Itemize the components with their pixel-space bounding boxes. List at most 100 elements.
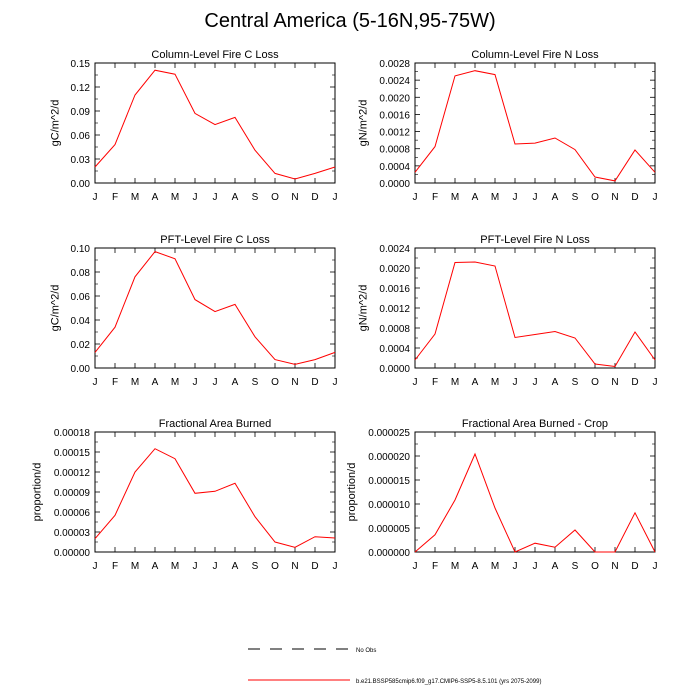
- x-tick-label: A: [232, 192, 239, 203]
- x-tick-label: S: [572, 192, 579, 203]
- y-tick-label: 0.03: [71, 155, 91, 166]
- y-tick-label: 0.00018: [54, 428, 91, 439]
- y-tick-label: 0.0028: [379, 59, 410, 70]
- x-tick-label: S: [252, 192, 259, 203]
- plot-frame: [94, 247, 336, 369]
- y-tick-label: 0.0004: [379, 162, 410, 173]
- y-tick-label: 0.0004: [379, 344, 410, 355]
- x-tick-label: J: [333, 377, 338, 388]
- y-tick-label: 0.15: [71, 59, 91, 70]
- x-tick-label: J: [513, 561, 518, 572]
- panel-title: Fractional Area Burned: [159, 418, 272, 430]
- x-tick-label: S: [252, 561, 259, 572]
- x-tick-label: A: [552, 192, 559, 203]
- panel-title: Column-Level Fire C Loss: [151, 49, 279, 61]
- plot-frame: [414, 62, 656, 184]
- x-tick-label: D: [631, 192, 638, 203]
- x-tick-label: M: [491, 561, 499, 572]
- y-tick-label: 0.0020: [379, 93, 410, 104]
- x-tick-label: O: [591, 561, 599, 572]
- x-tick-label: M: [171, 377, 179, 388]
- y-tick-label: 0.0012: [379, 304, 410, 315]
- x-tick-label: J: [333, 561, 338, 572]
- y-tick-label: 0.000025: [368, 428, 410, 439]
- legend-label-model: b.e21.BSSP585cmip6.f09_g17.CMIP6-SSP5-8.…: [356, 679, 541, 685]
- x-tick-label: J: [93, 192, 98, 203]
- x-tick-label: D: [631, 377, 638, 388]
- x-tick-label: J: [93, 561, 98, 572]
- x-tick-label: N: [291, 377, 298, 388]
- x-tick-label: M: [131, 377, 139, 388]
- panel-title: Fractional Area Burned - Crop: [462, 418, 608, 430]
- x-tick-label: N: [611, 561, 618, 572]
- x-tick-label: J: [413, 561, 418, 572]
- x-tick-label: O: [591, 192, 599, 203]
- x-tick-label: D: [311, 377, 318, 388]
- y-tick-label: 0.00015: [54, 448, 91, 459]
- y-tick-label: 0.0000: [379, 364, 410, 375]
- x-tick-label: A: [152, 192, 159, 203]
- x-tick-label: O: [271, 561, 279, 572]
- legend-label-no-obs: No Obs: [356, 648, 376, 654]
- x-tick-label: O: [271, 192, 279, 203]
- y-tick-label: 0.00009: [54, 488, 91, 499]
- y-tick-label: 0.0020: [379, 264, 410, 275]
- x-tick-label: J: [653, 377, 658, 388]
- x-tick-label: D: [631, 561, 638, 572]
- x-tick-label: A: [152, 377, 159, 388]
- y-tick-label: 0.00000: [54, 548, 91, 559]
- plot-frame: [414, 247, 656, 369]
- x-tick-label: J: [213, 561, 218, 572]
- x-tick-label: J: [193, 561, 198, 572]
- y-tick-label: 0.00006: [54, 508, 91, 519]
- plot-frame: [414, 431, 656, 553]
- x-tick-label: M: [451, 377, 459, 388]
- x-tick-label: D: [311, 561, 318, 572]
- x-tick-label: J: [213, 377, 218, 388]
- x-tick-label: M: [131, 561, 139, 572]
- x-tick-label: A: [232, 377, 239, 388]
- series-line: [414, 452, 656, 553]
- x-tick-label: N: [291, 192, 298, 203]
- y-axis-label: gC/m^2/d: [49, 100, 61, 147]
- y-tick-label: 0.000010: [368, 500, 410, 511]
- x-tick-label: J: [533, 377, 538, 388]
- x-tick-label: A: [152, 561, 159, 572]
- y-tick-label: 0.06: [71, 131, 91, 142]
- x-tick-label: F: [112, 561, 118, 572]
- y-tick-label: 0.06: [71, 292, 91, 303]
- y-tick-label: 0.000000: [368, 548, 410, 559]
- figure-title: Central America (5-16N,95-75W): [204, 10, 496, 32]
- x-tick-label: M: [451, 561, 459, 572]
- x-tick-label: J: [193, 192, 198, 203]
- y-axis-label: proportion/d: [346, 463, 358, 522]
- y-tick-label: 0.02: [71, 340, 91, 351]
- y-tick-label: 0.12: [71, 83, 91, 94]
- x-tick-label: M: [491, 377, 499, 388]
- panel-title: PFT-Level Fire C Loss: [160, 234, 270, 246]
- y-axis-label: gC/m^2/d: [49, 285, 61, 332]
- x-tick-label: F: [432, 377, 438, 388]
- x-tick-label: A: [552, 561, 559, 572]
- y-axis-label: proportion/d: [32, 463, 44, 522]
- x-tick-label: M: [491, 192, 499, 203]
- x-tick-label: D: [311, 192, 318, 203]
- x-tick-label: N: [611, 192, 618, 203]
- x-tick-label: J: [653, 192, 658, 203]
- plot-frame: [94, 62, 336, 184]
- x-tick-label: F: [432, 561, 438, 572]
- y-tick-label: 0.00: [71, 364, 91, 375]
- x-tick-label: S: [572, 561, 579, 572]
- y-tick-label: 0.09: [71, 107, 91, 118]
- x-tick-label: F: [112, 377, 118, 388]
- x-tick-label: F: [112, 192, 118, 203]
- y-tick-label: 0.0016: [379, 284, 410, 295]
- x-tick-label: J: [513, 377, 518, 388]
- x-tick-label: J: [533, 561, 538, 572]
- y-tick-label: 0.00003: [54, 528, 91, 539]
